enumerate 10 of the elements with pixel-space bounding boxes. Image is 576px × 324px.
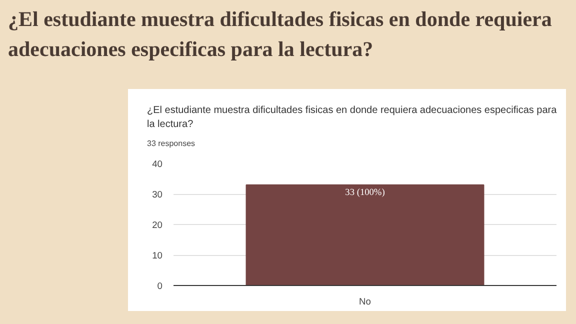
data-label: 33 (100%) <box>345 188 385 198</box>
y-tick-label: 0 <box>157 281 163 291</box>
y-tick-label: 10 <box>152 250 163 260</box>
y-tick-label: 20 <box>152 220 163 230</box>
y-tick-label: 30 <box>152 190 163 200</box>
text: 33 responses <box>147 138 196 150</box>
y-tick-label: 40 <box>152 159 163 169</box>
chart-title: ¿El estudiante muestra dificultades fisicas en donde requiera adecuaciones especificas para la lectura? <box>8 6 553 63</box>
x-tick-label: No <box>359 296 371 306</box>
chart-subtitle: ¿El estudiante muestra dificultades fisicas en donde requiera adecuaciones especificas para la lectura? <box>147 104 558 132</box>
